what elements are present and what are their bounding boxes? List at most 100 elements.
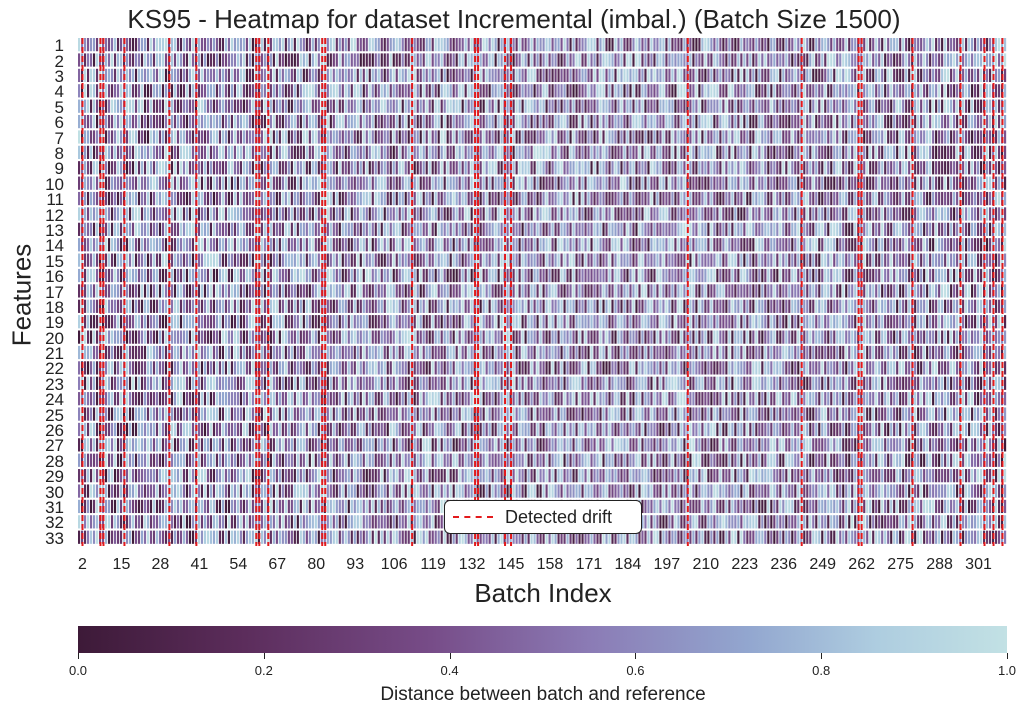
- heatmap-cell: [98, 84, 102, 98]
- heatmap-cell: [590, 253, 593, 267]
- heatmap-cell: [209, 191, 213, 206]
- heatmap-cell: [332, 84, 335, 98]
- heatmap-cell: [428, 84, 431, 98]
- heatmap-cell: [107, 268, 111, 283]
- heatmap-cell: [293, 38, 296, 52]
- heatmap-cell: [188, 53, 192, 67]
- heatmap-cell: [782, 207, 785, 221]
- heatmap-cell: [398, 68, 401, 83]
- heatmap-cell: [626, 53, 629, 67]
- heatmap-cell: [281, 161, 284, 175]
- heatmap-cell: [455, 191, 458, 206]
- heatmap-cell: [911, 253, 914, 267]
- heatmap-cell: [329, 207, 332, 221]
- heatmap-cell: [866, 161, 869, 175]
- heatmap-cell: [374, 176, 377, 190]
- heatmap-cell: [869, 99, 872, 113]
- heatmap-cell: [692, 191, 695, 206]
- heatmap-cell: [131, 222, 135, 236]
- heatmap-cell: [575, 191, 578, 206]
- heatmap-cell: [1004, 222, 1007, 236]
- heatmap-cell: [635, 99, 638, 113]
- heatmap-cell: [875, 53, 878, 67]
- heatmap-cell: [335, 114, 338, 129]
- heatmap-cell: [401, 238, 404, 252]
- heatmap-cell: [155, 53, 159, 67]
- heatmap-cell: [554, 99, 557, 113]
- heatmap-cell: [737, 99, 740, 113]
- heatmap-cell: [698, 191, 701, 206]
- heatmap-cell: [848, 191, 851, 206]
- heatmap-cell: [200, 68, 204, 83]
- heatmap-cell: [737, 253, 740, 267]
- heatmap-cell: [185, 53, 189, 67]
- heatmap-cell: [704, 145, 707, 159]
- heatmap-cell: [968, 222, 971, 236]
- heatmap-cell: [467, 68, 470, 83]
- heatmap-cell: [425, 222, 428, 236]
- heatmap-cell: [518, 130, 521, 144]
- heatmap-cell: [683, 145, 686, 159]
- heatmap-cell: [623, 114, 626, 129]
- heatmap-cell: [770, 176, 773, 190]
- heatmap-cell: [242, 253, 245, 267]
- heatmap-cell: [218, 268, 222, 283]
- heatmap-cell: [758, 130, 761, 144]
- heatmap-cell: [314, 84, 317, 98]
- heatmap-cell: [350, 161, 353, 175]
- heatmap-cell: [611, 161, 614, 175]
- heatmap-cell: [251, 222, 254, 236]
- heatmap-cell: [674, 84, 677, 98]
- heatmap-cell: [677, 238, 680, 252]
- heatmap-cell: [782, 130, 785, 144]
- heatmap-cell: [401, 145, 404, 159]
- heatmap-cell: [773, 238, 776, 252]
- heatmap-cell: [935, 38, 938, 52]
- heatmap-cell: [740, 253, 743, 267]
- heatmap-cell: [422, 161, 425, 175]
- heatmap-cell: [119, 207, 123, 221]
- heatmap-cell: [623, 222, 626, 236]
- heatmap-cell: [1004, 268, 1007, 283]
- heatmap-cell: [767, 38, 770, 52]
- heatmap-cell: [353, 145, 356, 159]
- heatmap-cell: [344, 130, 347, 144]
- heatmap-cell: [659, 114, 662, 129]
- heatmap-cell: [977, 207, 980, 221]
- heatmap-cell: [371, 161, 374, 175]
- heatmap-cell: [722, 38, 725, 52]
- heatmap-cell: [539, 161, 542, 175]
- heatmap-cell: [347, 145, 350, 159]
- heatmap-cell: [395, 191, 398, 206]
- heatmap-cell: [254, 130, 257, 144]
- heatmap-cell: [767, 207, 770, 221]
- heatmap-cell: [560, 53, 563, 67]
- heatmap-cell: [275, 114, 278, 129]
- heatmap-cell: [290, 99, 293, 113]
- heatmap-cell: [719, 253, 722, 267]
- heatmap-cell: [794, 176, 797, 190]
- heatmap-cell: [326, 68, 329, 83]
- heatmap-cell: [278, 53, 281, 67]
- heatmap-cell: [149, 176, 153, 190]
- heatmap-cell: [353, 84, 356, 98]
- heatmap-cell: [248, 84, 251, 98]
- heatmap-cell: [647, 207, 650, 221]
- heatmap-cell: [362, 114, 365, 129]
- heatmap-cell: [521, 268, 524, 283]
- heatmap-cell: [458, 161, 461, 175]
- heatmap-cell: [269, 99, 272, 113]
- heatmap-cell: [809, 161, 812, 175]
- heatmap-cell: [956, 161, 959, 175]
- heatmap-cell: [932, 99, 935, 113]
- heatmap-cell: [464, 99, 467, 113]
- heatmap-cell: [422, 145, 425, 159]
- heatmap-cell: [500, 99, 503, 113]
- heatmap-cell: [629, 130, 632, 144]
- heatmap-cell: [692, 84, 695, 98]
- heatmap-cell: [863, 238, 866, 252]
- heatmap-cell: [890, 99, 893, 113]
- heatmap-cell: [257, 145, 260, 159]
- heatmap-cell: [665, 268, 668, 283]
- heatmap-cell: [776, 253, 779, 267]
